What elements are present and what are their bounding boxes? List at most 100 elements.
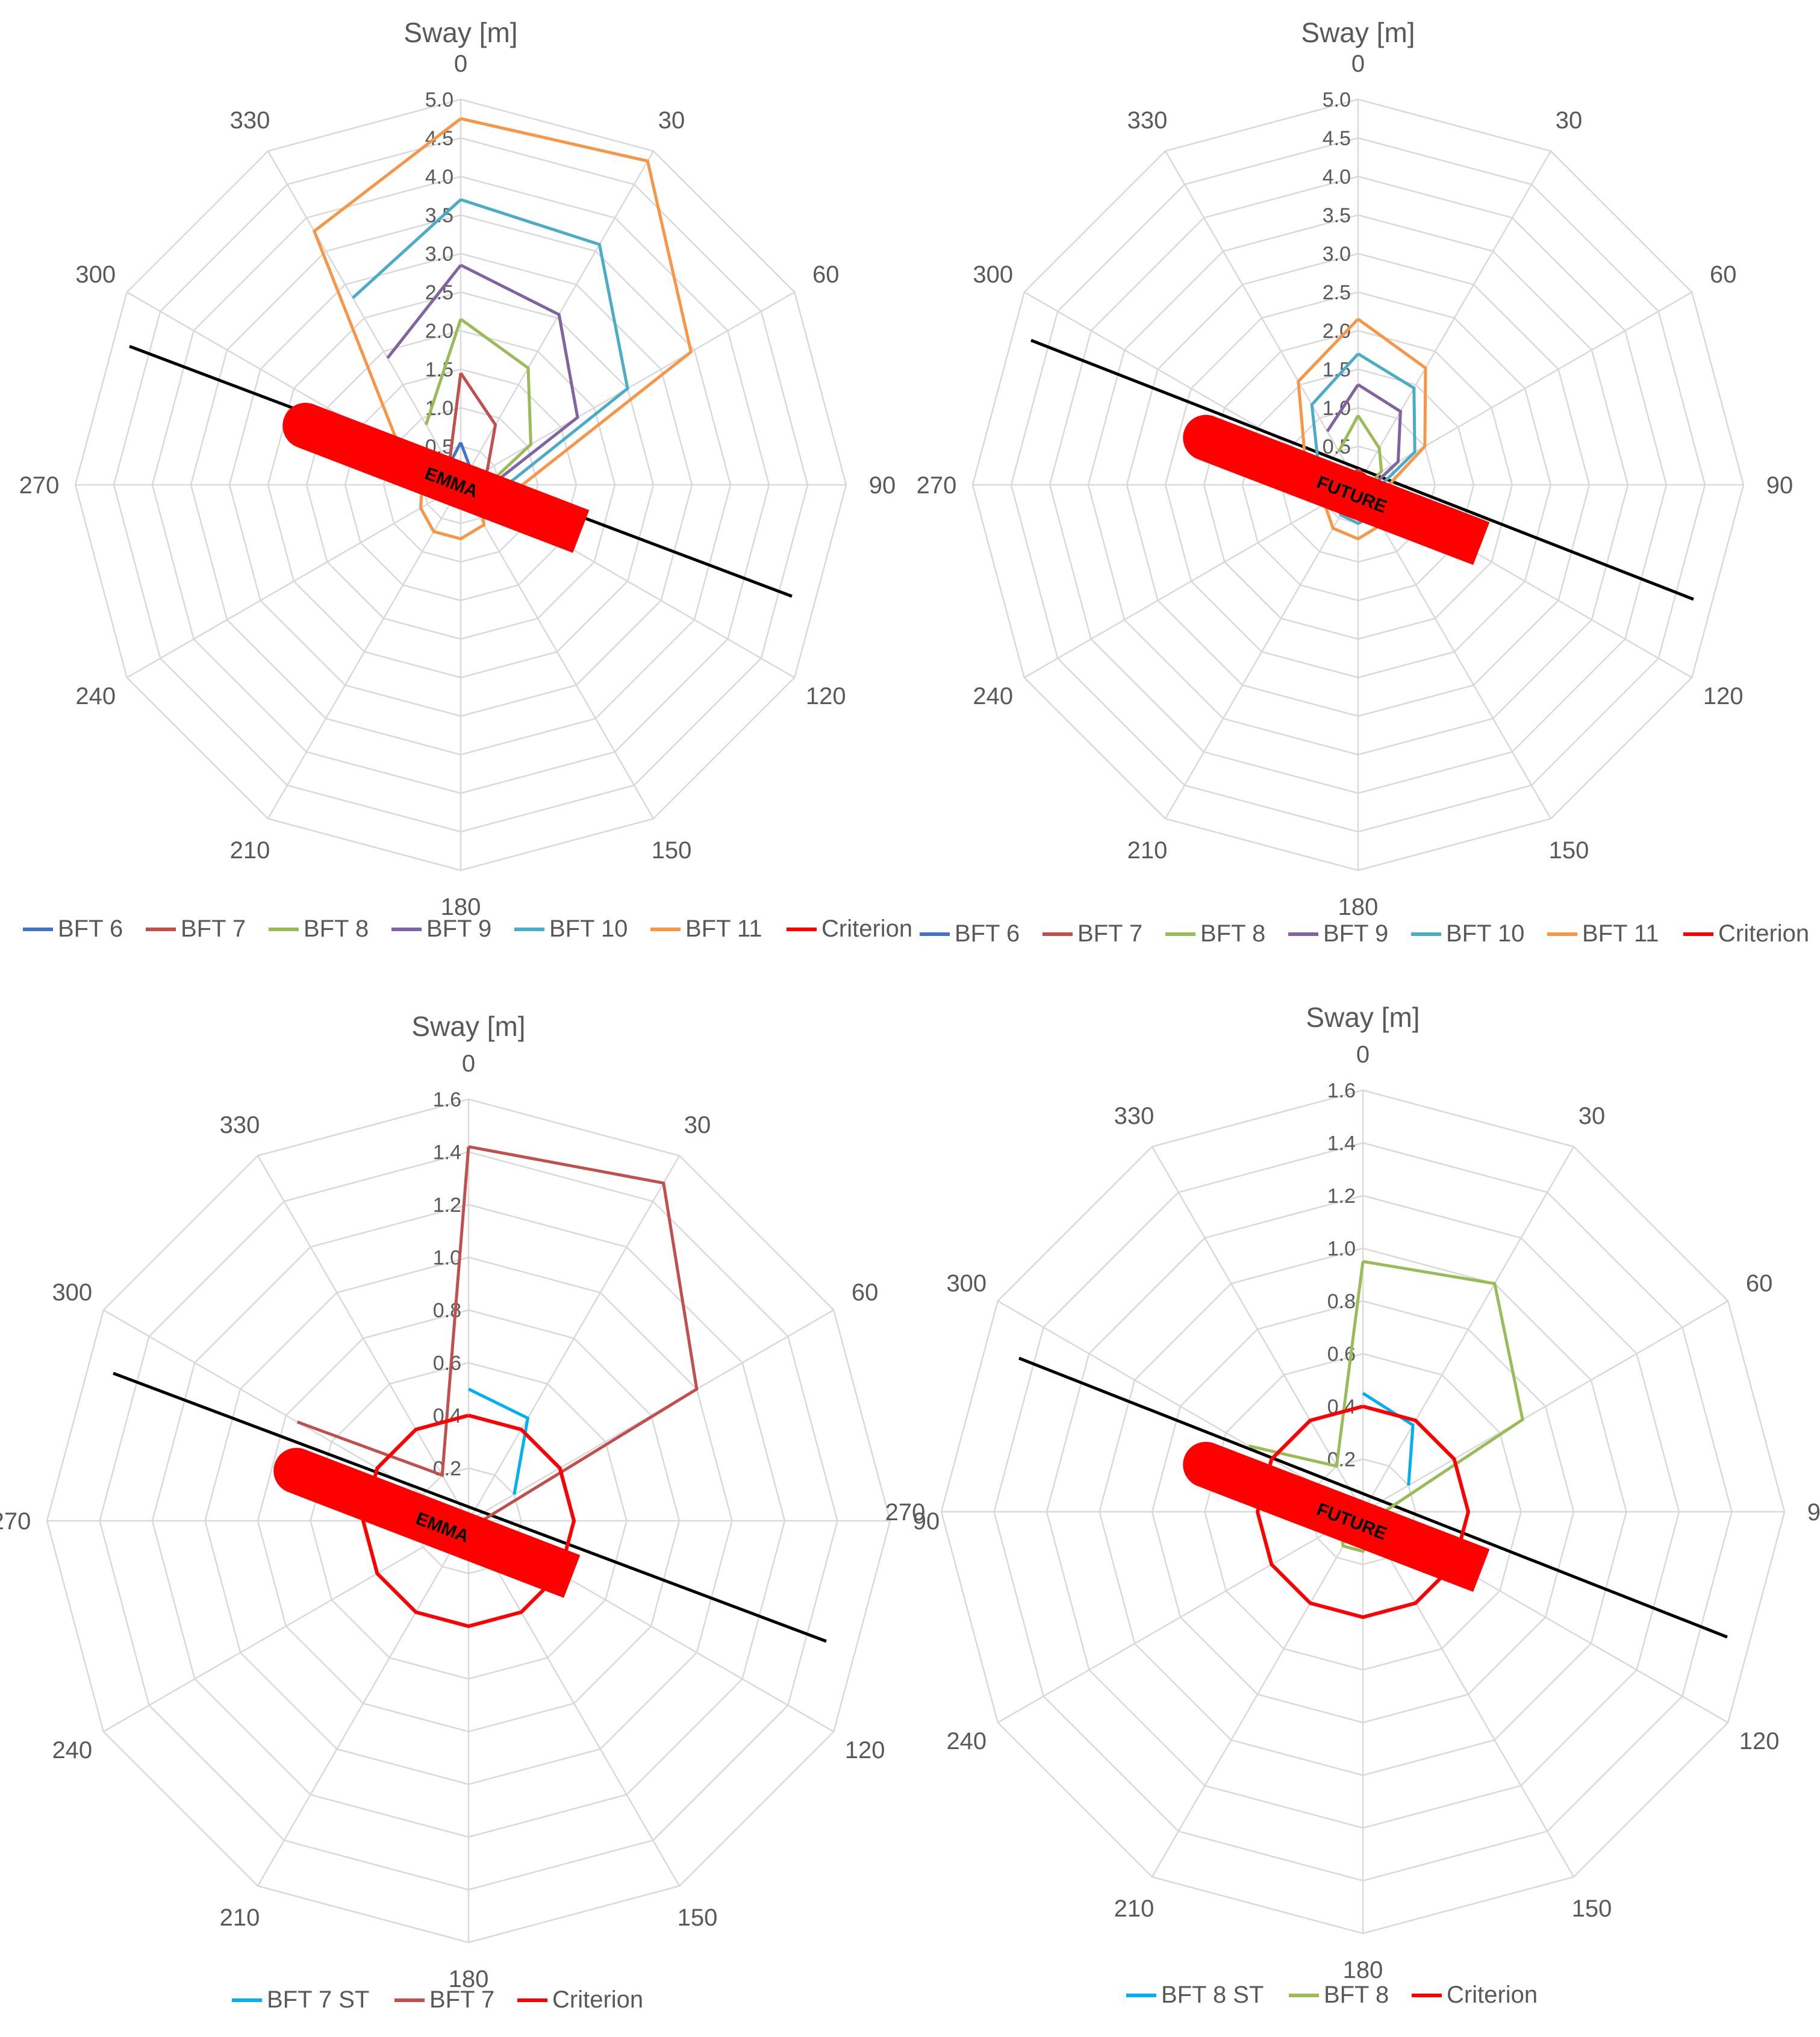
radar-chart-3: Sway [m] 0 30 60 90 120 150 180 210 240 270 300 330 1… [0,1011,940,2013]
legend-item: Criterion [1412,1982,1538,2008]
legend-label: BFT 9 [1323,920,1388,947]
legend-item: BFT 7 [146,916,246,942]
angle-label: 30 [658,107,685,134]
radial-tick-label: 4.0 [425,166,453,189]
angle-label: 330 [230,107,270,134]
grid-spoke [126,484,461,679]
legend-item: BFT 8 [269,916,369,942]
legend-label: BFT 6 [58,916,123,942]
angle-label: 180 [1338,894,1379,920]
heading-line [113,1371,827,1643]
grid-spoke [103,1309,469,1522]
angle-label: 300 [52,1279,92,1306]
grid-spoke [1357,291,1692,486]
chart-title: Sway [m] [404,17,517,48]
series-line-bft-7-st [467,1388,530,1495]
grid-spoke [257,1520,470,1886]
legend-item: BFT 11 [1547,920,1659,947]
vessel-hull [282,402,590,553]
legend-item: BFT 9 [1288,920,1388,947]
angle-label: 270 [917,472,957,499]
grid-spoke [1164,151,1359,485]
legend-label: Criterion [1718,920,1809,947]
vessel-hull [1183,414,1490,565]
angle-label: 120 [1739,1728,1780,1755]
legend-label: BFT 7 ST [267,1986,369,2013]
radial-tick-label: 1.6 [433,1088,461,1111]
vessel-hull [273,1447,581,1598]
angle-label: 180 [1343,1957,1383,1983]
legend-label: BFT 10 [549,916,628,942]
legend-item: Criterion [787,916,912,942]
legend-item: Criterion [517,1986,643,2013]
legend-item: BFT 9 [391,916,491,942]
grid-spoke [1362,1511,1575,1877]
grid-spoke [1151,1511,1364,1877]
grid-spoke [1151,1146,1364,1512]
radial-tick-label: 2.5 [1323,281,1351,304]
angle-label: 30 [1556,107,1583,134]
grid-spoke [1362,1146,1575,1512]
series-line-bft-7 [296,1145,699,1523]
radial-tick-label: 1.5 [425,358,453,381]
angle-label: 120 [806,683,846,710]
legend-item: BFT 7 [394,1986,494,2013]
angle-label: 330 [220,1112,260,1138]
radial-tick-label: 3.0 [425,243,453,266]
legend-label: BFT 10 [1446,920,1524,947]
angle-label: 210 [220,1904,260,1931]
legend-label: BFT 7 [1077,920,1142,947]
angle-label: 150 [652,837,692,864]
legend-item: BFT 6 [23,916,123,942]
grid-spoke [1024,484,1359,679]
radial-tick-label: 1.4 [1327,1132,1356,1155]
legend-item: BFT 6 [920,920,1020,947]
angle-label: 60 [1746,1270,1773,1297]
angle-label: 180 [441,894,481,920]
heading-line [1030,338,1694,601]
angle-label: 120 [1703,683,1744,710]
radial-tick-label: 1.0 [1327,1238,1356,1261]
radial-tick-label: 5.0 [1323,89,1351,111]
grid-spoke [997,1300,1363,1513]
angle-label: 0 [1351,51,1365,77]
radar-grid [940,1089,1786,1935]
legend-label: Criterion [821,916,912,942]
angle-label: 30 [1578,1103,1606,1129]
angle-label: 330 [1114,1103,1155,1129]
legend-item: BFT 8 ST [1126,1982,1264,2008]
radar-chart-4: Sway [m] 0 30 60 90 120 150 180 210 240 270 300 330 1… [885,1002,1820,2008]
angle-label: 240 [75,683,116,710]
legend-item: BFT 8 [1165,920,1265,947]
angle-label: 270 [19,472,60,499]
angle-label: 150 [1572,1895,1612,1922]
heading-line [1018,1356,1728,1639]
angle-label: 90 [869,472,896,499]
legend-label: BFT 8 [1200,920,1265,947]
chart-title: Sway [m] [1301,17,1415,48]
legend-label: BFT 6 [955,920,1020,947]
chart-title: Sway [m] [411,1011,525,1042]
angle-label: 300 [946,1270,986,1297]
angle-label: 180 [449,1966,489,1992]
radial-tick-label: 0.2 [1327,1449,1356,1471]
grid-spoke [103,1520,469,1733]
grid-spoke [1362,1300,1728,1513]
radial-tick-label: 3.5 [1323,204,1351,227]
radial-tick-label: 1.6 [1327,1079,1356,1102]
vessel-shape: FUTURE [1183,414,1490,565]
radial-tick-label: 1.0 [433,1247,461,1270]
legend-label: BFT 8 ST [1161,1982,1264,2008]
angle-label: 210 [1127,837,1168,864]
legend-item: BFT 10 [514,916,628,942]
angle-label: 0 [1356,1041,1370,1068]
angle-label: 330 [1127,107,1168,134]
legend-label: BFT 11 [685,916,762,942]
grid-spoke [460,151,655,485]
legend-item: BFT 11 [650,916,762,942]
radar-chart-2: Sway [m] 0 30 60 90 120 150 180 210 240 270 300 330 5… [917,17,1810,947]
angle-label: 150 [678,1904,718,1931]
legend: BFT 7 ST BFT 7 Criterion [232,1986,643,2013]
angle-label: 240 [973,683,1013,710]
angle-label: 210 [230,837,270,864]
